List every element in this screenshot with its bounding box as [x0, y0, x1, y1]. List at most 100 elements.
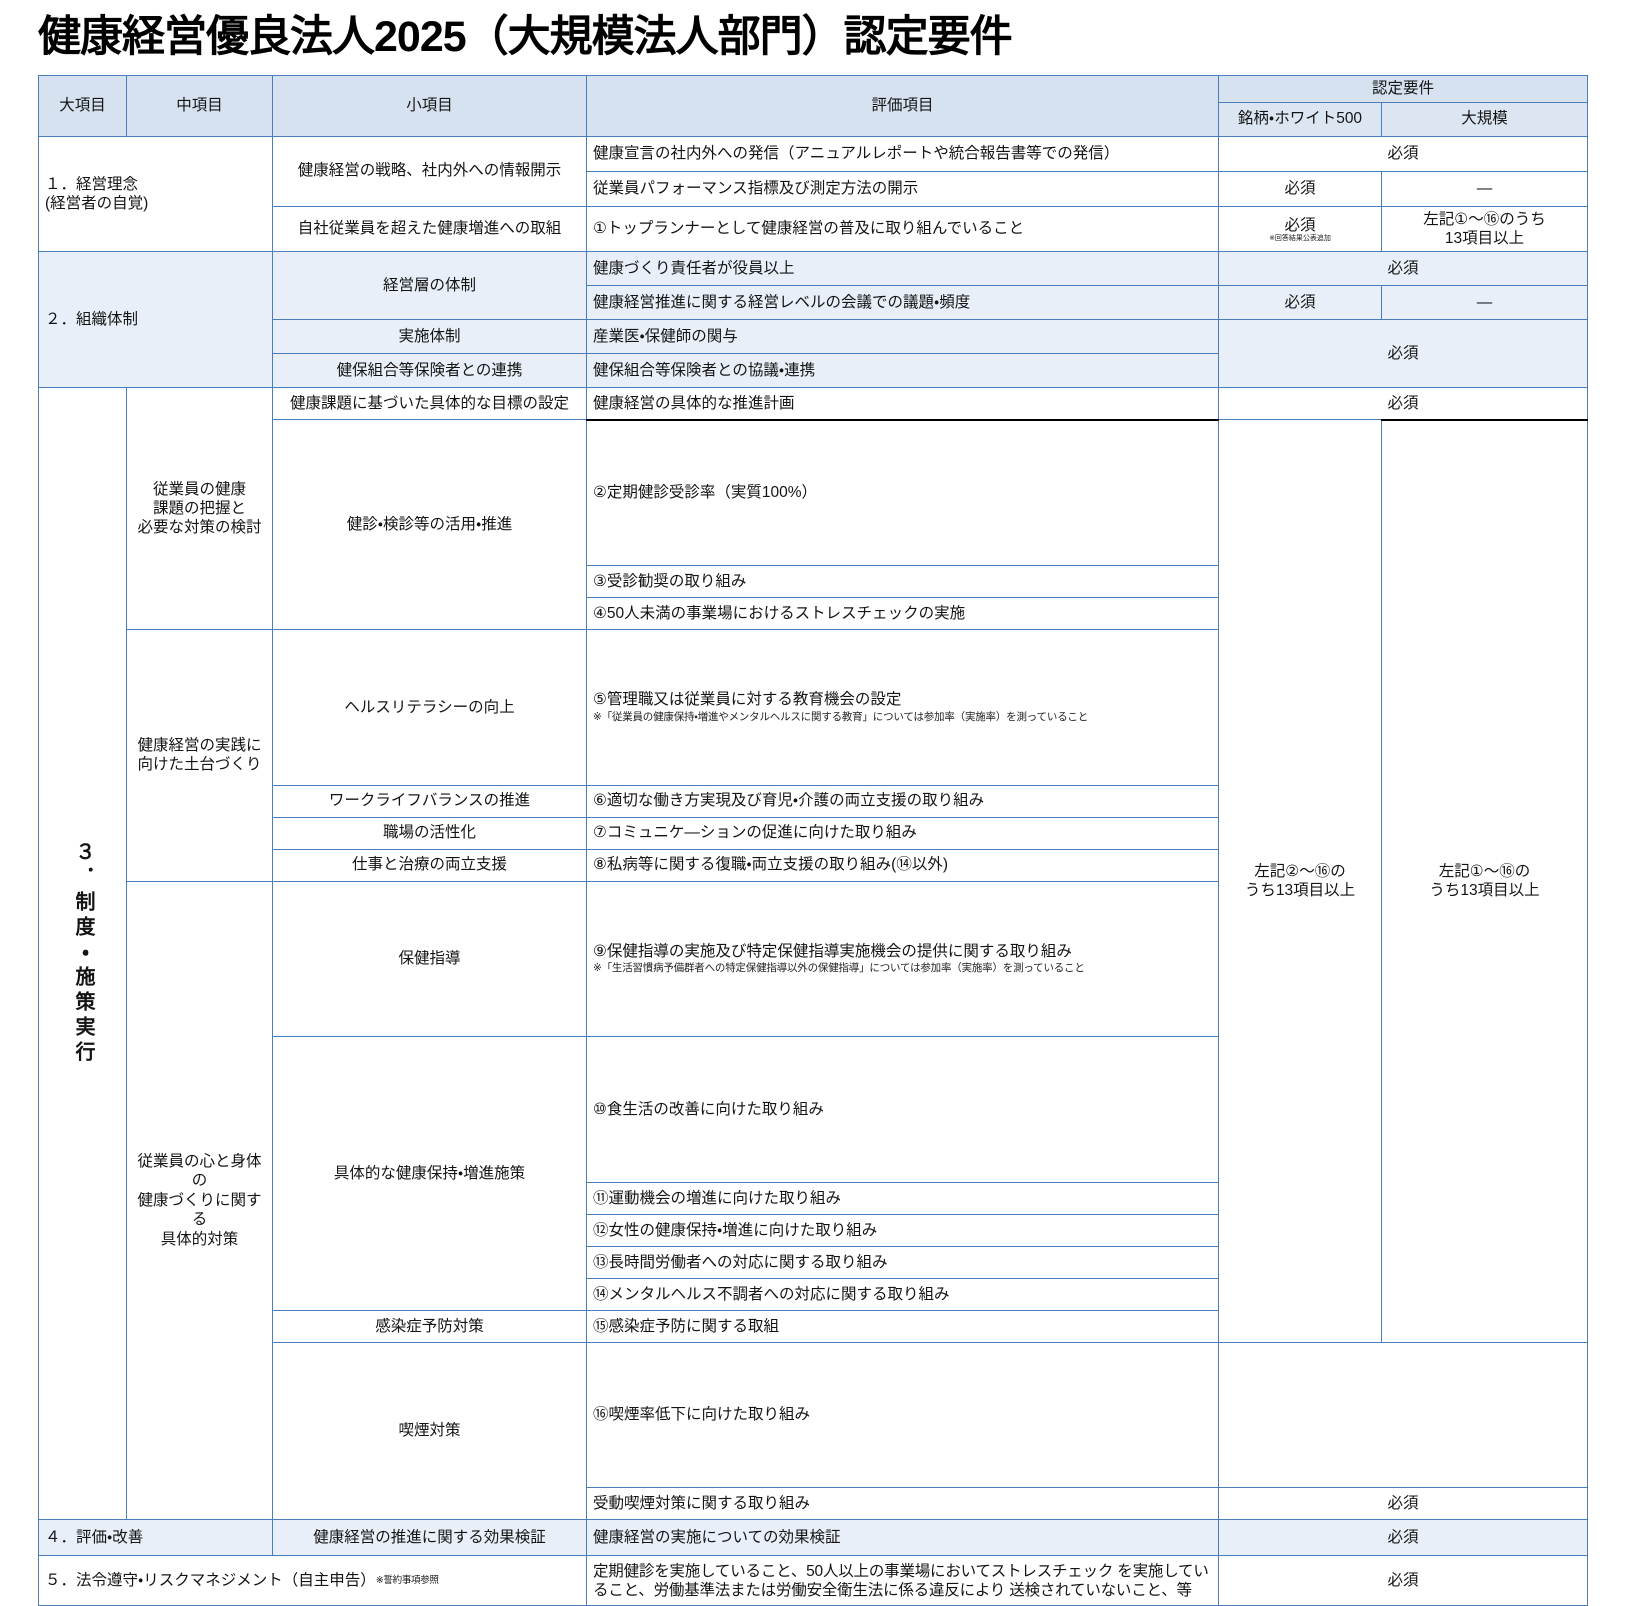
sho-komoku-cell: 感染症予防対策: [273, 1310, 587, 1342]
requirement-value: 必須: [1219, 136, 1588, 171]
evaluation-item: ⑯喫煙率低下に向けた取り組み: [587, 1342, 1219, 1488]
evaluation-item: ⑩食生活の改善に向けた取り組み: [587, 1037, 1219, 1183]
evaluation-item: ⑤管理職又は従業員に対する教育機会の設定 ※「従業員の健康保持・増進やメンタルヘ…: [587, 630, 1219, 786]
sho-komoku-cell: ワークライフバランスの推進: [273, 785, 587, 817]
header-meigara-white500: 銘柄・ホワイト500: [1219, 102, 1382, 136]
requirement-value: 必須: [1219, 1488, 1588, 1520]
evaluation-item-note: ※「生活習慣病予備群者への特定保健指導以外の保健指導」については参加率（実施率）…: [593, 962, 1212, 976]
evaluation-item-main: ⑤管理職又は従業員に対する教育機会の設定: [593, 691, 901, 708]
table-row: ４．評価・改善 健康経営の推進に関する効果検証 健康経営の実施についての効果検証…: [39, 1520, 1588, 1556]
evaluation-item: 従業員パフォーマンス指標及び測定方法の開示: [587, 171, 1219, 206]
section-4-title: ４．評価・改善: [39, 1520, 273, 1556]
sho-komoku-cell: 自社従業員を超えた健康増進への取組: [273, 206, 587, 252]
evaluation-item-note: ※「従業員の健康保持・増進やメンタルヘルスに関する教育」については参加率（実施率…: [593, 711, 1212, 725]
evaluation-item: 健保組合等保険者との協議・連携: [587, 354, 1219, 388]
chu-komoku-cell: 従業員の健康 課題の把握と 必要な対策の検討: [127, 388, 273, 630]
sho-komoku-cell: 健康課題に基づいた具体的な目標の設定: [273, 388, 587, 420]
sho-komoku-cell: 経営層の体制: [273, 252, 587, 320]
section-3-title-vertical: ３．制度・施策実行: [70, 391, 95, 1516]
header-sho-komoku: 小項目: [273, 76, 587, 136]
evaluation-item: 健康経営推進に関する経営レベルの会議での議題・頻度: [587, 286, 1219, 320]
evaluation-item: ⑮感染症予防に関する取組: [587, 1310, 1219, 1342]
evaluation-item: ⑧私病等に関する復職・両立支援の取り組み(⑭以外): [587, 849, 1219, 881]
section-5-title: ５．法令遵守・リスクマネジメント（自主申告）※誓約事項参照: [39, 1556, 587, 1606]
requirement-value: 必須: [1219, 388, 1588, 420]
requirement-value-daikibo: 左記①～⑯の うち13項目以上: [1382, 420, 1588, 1342]
requirement-value-meigara: 必須: [1219, 171, 1382, 206]
chu-komoku-line3: 具体的対策: [133, 1230, 266, 1249]
header-dai-komoku: 大項目: [39, 76, 127, 136]
section-3-title: ３．制度・施策実行: [39, 388, 127, 1520]
sho-komoku-cell: 仕事と治療の両立支援: [273, 849, 587, 881]
evaluation-item: ⑪運動機会の増進に向けた取り組み: [587, 1182, 1219, 1214]
requirement-value: 必須: [1219, 320, 1588, 388]
section-5-title-text: ５．法令遵守・リスクマネジメント（自主申告）: [45, 1572, 376, 1589]
evaluation-item: 定期健診を実施していること、50人以上の事業場においてストレスチェック を実施し…: [587, 1556, 1219, 1606]
chu-komoku-line1: 健康経営の実践に: [133, 736, 266, 755]
evaluation-item: 健康宣言の社内外への発信（アニュアルレポートや統合報告書等での発信）: [587, 136, 1219, 171]
requirement-value: 必須: [1219, 1520, 1588, 1556]
requirement-daikibo-line1: 左記①～⑯のうち: [1388, 210, 1581, 229]
sho-komoku-cell: 保健指導: [273, 881, 587, 1037]
requirement-daikibo-line1: 左記①～⑯の: [1388, 862, 1581, 881]
requirement-value-meigara: 必須 ※回答結果公表追加: [1219, 206, 1382, 252]
sho-komoku-cell: 健康経営の戦略、社内外への情報開示: [273, 136, 587, 206]
table-row: ２．組織体制 経営層の体制 健康づくり責任者が役員以上 必須: [39, 252, 1588, 286]
chu-komoku-line3: 必要な対策の検討: [133, 518, 266, 537]
requirements-table: 大項目 中項目 小項目 評価項目 認定要件 銘柄・ホワイト500 大規模 １．経…: [38, 75, 1588, 1606]
requirement-value: 必須: [1219, 1556, 1588, 1606]
header-chu-komoku: 中項目: [127, 76, 273, 136]
section-2-title: ２．組織体制: [39, 252, 273, 388]
evaluation-item: ①トップランナーとして健康経営の普及に取り組んでいること: [587, 206, 1219, 252]
requirement-daikibo-line2: うち13項目以上: [1388, 881, 1581, 900]
sho-komoku-cell: 健康経営の推進に関する効果検証: [273, 1520, 587, 1556]
table-header-row-1: 大項目 中項目 小項目 評価項目 認定要件: [39, 76, 1588, 102]
evaluation-item-main: ⑨保健指導の実施及び特定保健指導実施機会の提供に関する取り組み: [593, 943, 1072, 960]
requirement-value-meigara: 必須: [1219, 286, 1382, 320]
evaluation-item: ②定期健診受診率（実質100%）: [587, 420, 1219, 566]
chu-komoku-line2: 健康づくりに関する: [133, 1191, 266, 1230]
section-5-note: ※誓約事項参照: [376, 1575, 439, 1586]
requirement-daikibo-line2: 13項目以上: [1388, 229, 1581, 248]
evaluation-item: ⑦コミュニケ―ションの促進に向けた取り組み: [587, 817, 1219, 849]
chu-komoku-line1: 従業員の健康: [133, 480, 266, 499]
chu-komoku-line1: 従業員の心と身体の: [133, 1152, 266, 1191]
chu-komoku-cell: 健康経営の実践に 向けた土台づくり: [127, 630, 273, 882]
table-row: １．経営理念 (経営者の自覚) 健康経営の戦略、社内外への情報開示 健康宣言の社…: [39, 136, 1588, 171]
evaluation-item: 健康経営の具体的な推進計画: [587, 388, 1219, 420]
evaluation-item: ④50人未満の事業場におけるストレスチェックの実施: [587, 598, 1219, 630]
sho-komoku-cell: 具体的な健康保持・増進施策: [273, 1037, 587, 1311]
table-row: ５．法令遵守・リスクマネジメント（自主申告）※誓約事項参照 定期健診を実施してい…: [39, 1556, 1588, 1606]
evaluation-item: 産業医・保健師の関与: [587, 320, 1219, 354]
header-nintei-youken: 認定要件: [1219, 76, 1588, 102]
chu-komoku-line2: 向けた土台づくり: [133, 755, 266, 774]
evaluation-item: 健康づくり責任者が役員以上: [587, 252, 1219, 286]
sho-komoku-cell: 実施体制: [273, 320, 587, 354]
sho-komoku-cell: 職場の活性化: [273, 817, 587, 849]
section-1-title-line2: (経営者の自覚): [45, 194, 266, 213]
requirement-label: 必須: [1284, 217, 1315, 234]
evaluation-item: 健康経営の実施についての効果検証: [587, 1520, 1219, 1556]
requirement-meigara-line1: 左記②～⑯の: [1225, 862, 1375, 881]
evaluation-item: ⑨保健指導の実施及び特定保健指導実施機会の提供に関する取り組み ※「生活習慣病予…: [587, 881, 1219, 1037]
requirement-value-daikibo: 左記①～⑯のうち 13項目以上: [1382, 206, 1588, 252]
requirement-value-daikibo: ―: [1382, 171, 1588, 206]
evaluation-item: ⑭メンタルヘルス不調者への対応に関する取り組み: [587, 1278, 1219, 1310]
chu-komoku-line2: 課題の把握と: [133, 499, 266, 518]
chu-komoku-cell: 従業員の心と身体の 健康づくりに関する 具体的対策: [127, 881, 273, 1520]
sho-komoku-cell: 健保組合等保険者との連携: [273, 354, 587, 388]
requirement-meigara-line2: うち13項目以上: [1225, 881, 1375, 900]
evaluation-item: ⑥適切な働き方実現及び育児・介護の両立支援の取り組み: [587, 785, 1219, 817]
header-hyoka-komoku: 評価項目: [587, 76, 1219, 136]
certification-requirements-page: 健康経営優良法人2025（大規模法人部門）認定要件 大項目 中項目 小項目 評価…: [0, 0, 1625, 1125]
header-daikibo: 大規模: [1382, 102, 1588, 136]
evaluation-item: 受動喫煙対策に関する取り組み: [587, 1488, 1219, 1520]
evaluation-item: ⑫女性の健康保持・増進に向けた取り組み: [587, 1214, 1219, 1246]
evaluation-item: ⑬長時間労働者への対応に関する取り組み: [587, 1246, 1219, 1278]
sho-komoku-cell: ヘルスリテラシーの向上: [273, 630, 587, 786]
requirement-value: 必須: [1219, 252, 1588, 286]
table-row: ３．制度・施策実行 従業員の健康 課題の把握と 必要な対策の検討 健康課題に基づ…: [39, 388, 1588, 420]
evaluation-item: ③受診勧奨の取り組み: [587, 566, 1219, 598]
section-1-title: １．経営理念 (経営者の自覚): [39, 136, 273, 252]
page-title: 健康経営優良法人2025（大規模法人部門）認定要件: [38, 0, 1587, 75]
